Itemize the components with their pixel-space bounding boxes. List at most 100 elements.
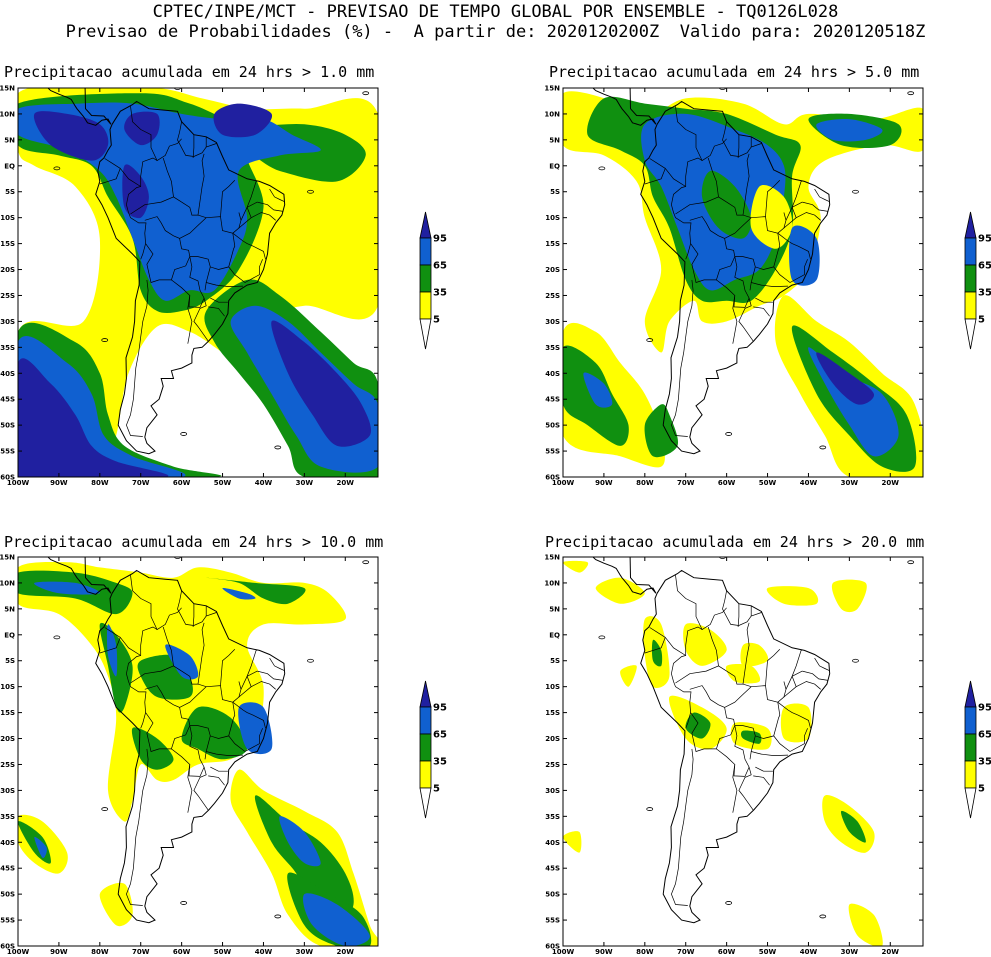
political-border bbox=[238, 681, 276, 698]
lat-label: 35S bbox=[0, 813, 15, 821]
central-america-coastline bbox=[18, 557, 112, 595]
lat-label: 60S bbox=[0, 943, 15, 951]
map-frame bbox=[17, 556, 379, 947]
political-border bbox=[707, 157, 719, 197]
political-border bbox=[644, 636, 686, 656]
probability-region bbox=[122, 164, 149, 219]
political-border bbox=[707, 626, 719, 666]
lon-label: 80W bbox=[91, 948, 109, 956]
political-border bbox=[162, 157, 174, 197]
lat-label: 25S bbox=[0, 761, 15, 769]
political-border bbox=[192, 603, 195, 628]
colorbar-label: 5 bbox=[978, 315, 985, 326]
lon-label: 40W bbox=[800, 479, 818, 487]
lon-label: 80W bbox=[91, 479, 109, 487]
lon-label: 70W bbox=[677, 948, 695, 956]
lon-label: 20W bbox=[337, 948, 355, 956]
political-border bbox=[210, 297, 228, 303]
colorbar-label: 35 bbox=[978, 757, 991, 768]
political-border bbox=[724, 686, 752, 708]
political-border bbox=[716, 279, 750, 308]
political-border bbox=[742, 622, 750, 685]
probability-region bbox=[840, 810, 866, 843]
political-border bbox=[177, 590, 217, 626]
political-border bbox=[205, 735, 244, 756]
political-border bbox=[162, 626, 174, 666]
political-border bbox=[753, 306, 770, 317]
political-border bbox=[777, 701, 811, 729]
political-border bbox=[220, 649, 236, 686]
political-border bbox=[783, 681, 821, 698]
political-border bbox=[240, 180, 259, 221]
colorbar-segment-65 bbox=[964, 237, 977, 266]
lon-label: 40W bbox=[255, 948, 273, 956]
island bbox=[598, 166, 606, 171]
colorbar-cap-top bbox=[419, 680, 432, 708]
probability-region bbox=[780, 703, 812, 743]
island bbox=[180, 901, 188, 905]
lat-label: 45S bbox=[545, 865, 560, 873]
political-border bbox=[232, 232, 266, 260]
colorbar-label: 95 bbox=[433, 234, 447, 245]
island bbox=[907, 91, 915, 96]
island bbox=[307, 189, 314, 194]
lat-label: 35S bbox=[545, 344, 560, 352]
colorbar-label: 95 bbox=[978, 703, 991, 714]
political-border bbox=[785, 180, 804, 221]
island bbox=[101, 338, 109, 342]
political-border bbox=[204, 282, 207, 291]
lat-label: 5N bbox=[4, 136, 15, 144]
lat-label: 15N bbox=[544, 85, 560, 93]
lat-label: 45S bbox=[545, 396, 560, 404]
lat-label: 40S bbox=[545, 370, 560, 378]
island bbox=[101, 807, 109, 811]
lon-label: 100W bbox=[7, 948, 30, 956]
political-border bbox=[208, 306, 225, 317]
lon-label: 70W bbox=[132, 479, 150, 487]
lat-label: 35S bbox=[545, 813, 560, 821]
lat-label: 10N bbox=[0, 579, 15, 587]
probability-region bbox=[271, 320, 372, 447]
probability-region bbox=[651, 639, 663, 667]
colorbar-segment-35 bbox=[419, 264, 432, 293]
probability-region bbox=[725, 663, 761, 684]
south-america-coastline bbox=[95, 100, 286, 455]
political-border bbox=[220, 180, 236, 217]
colorbar-cap-bottom bbox=[964, 318, 977, 350]
probability-region bbox=[831, 579, 867, 613]
colorbar-panel-5mm: 5 35 65 95 bbox=[964, 211, 991, 350]
political-border bbox=[130, 106, 158, 161]
island bbox=[174, 557, 181, 559]
political-border bbox=[246, 201, 258, 218]
island bbox=[362, 560, 370, 565]
political-border bbox=[145, 243, 191, 283]
lat-label: 30S bbox=[0, 787, 15, 795]
probability-region bbox=[644, 404, 679, 458]
political-border bbox=[671, 607, 727, 729]
probability-region bbox=[238, 702, 273, 755]
colorbar-label: 5 bbox=[433, 315, 440, 326]
political-border bbox=[765, 649, 781, 686]
political-border bbox=[689, 685, 754, 811]
political-border bbox=[246, 670, 258, 687]
political-border bbox=[734, 702, 781, 739]
lat-label: 10S bbox=[0, 214, 15, 222]
lat-label: 10N bbox=[0, 110, 15, 118]
political-border bbox=[675, 106, 703, 161]
lon-label: 90W bbox=[50, 479, 68, 487]
island bbox=[819, 914, 827, 919]
political-border bbox=[777, 232, 811, 260]
colorbar-panel-1mm: 5 35 65 95 bbox=[419, 211, 447, 350]
lat-label: 20S bbox=[545, 266, 560, 274]
lat-label: 15N bbox=[0, 554, 15, 562]
island bbox=[274, 445, 282, 450]
political-border bbox=[238, 212, 276, 229]
political-border bbox=[197, 153, 205, 216]
political-border bbox=[765, 180, 781, 217]
probability-region bbox=[750, 184, 793, 249]
political-border bbox=[755, 297, 773, 303]
lat-label: 40S bbox=[0, 370, 15, 378]
colorbar-label: 65 bbox=[978, 730, 991, 741]
colorbar-panel-10mm: 5 35 65 95 bbox=[419, 680, 447, 819]
political-border bbox=[130, 665, 182, 684]
